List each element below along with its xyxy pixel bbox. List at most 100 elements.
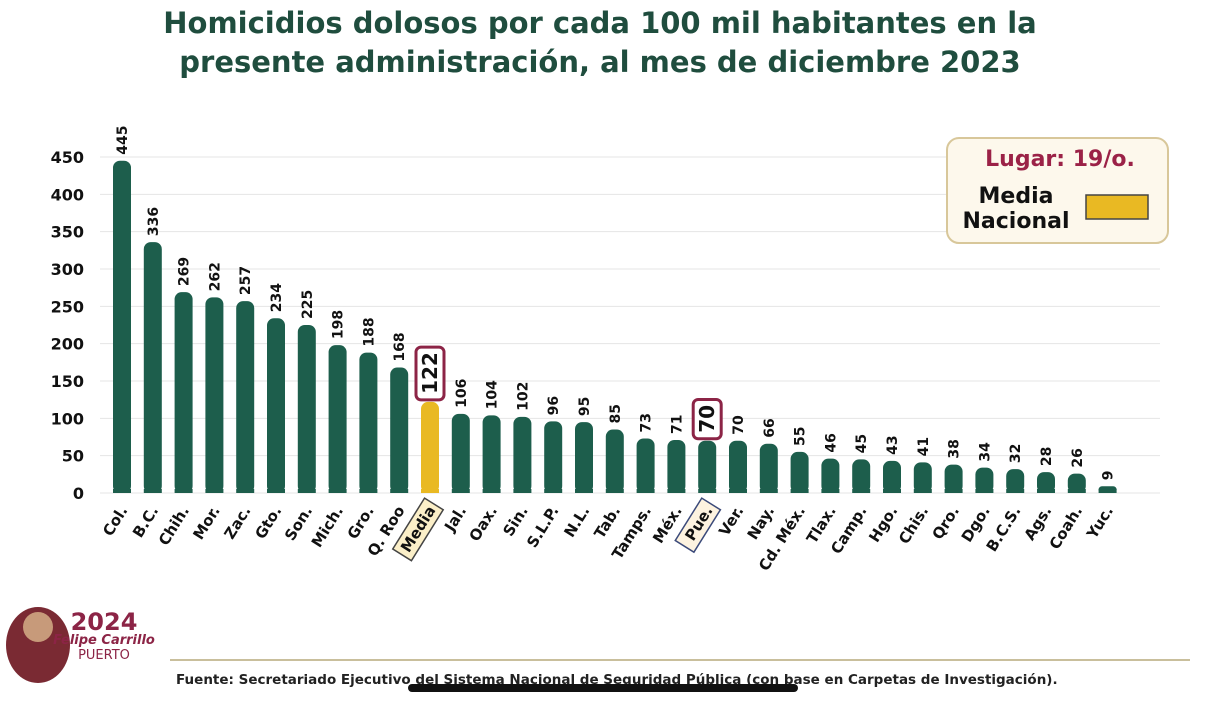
- value-highlight-box: [691, 398, 723, 441]
- value-label: 104: [485, 380, 501, 409]
- y-tick-label: 350: [51, 223, 84, 242]
- bar-cdmx: [790, 451, 809, 493]
- y-tick-label: 300: [51, 260, 84, 279]
- bar-base: [328, 489, 347, 493]
- x-tick-label: Mich.: [308, 503, 347, 551]
- x-tick-label-group: Pue.: [674, 497, 722, 554]
- value-label: 336: [146, 207, 162, 236]
- x-tick-label-group: Chis.: [895, 503, 932, 548]
- x-tick-label-group: Mor.: [189, 503, 223, 543]
- bar-base: [390, 489, 409, 493]
- value-label: 66: [762, 418, 778, 437]
- bar-qro: [944, 464, 963, 493]
- bar-base: [1037, 489, 1055, 493]
- bar-oax: [482, 415, 501, 493]
- bar-base: [482, 489, 501, 493]
- value-label: 168: [392, 332, 408, 361]
- bar-mich: [328, 345, 347, 493]
- legend-swatch-media: [1085, 194, 1149, 220]
- bar-camp: [852, 459, 871, 493]
- bar-pue: [698, 440, 717, 493]
- y-tick-label: 400: [51, 185, 84, 204]
- bar-base: [236, 489, 255, 493]
- value-label: 43: [885, 435, 901, 454]
- value-label: 269: [177, 257, 193, 286]
- value-label: 234: [269, 283, 285, 312]
- x-tick-label-group: Mich.: [308, 503, 347, 551]
- bar-base: [1067, 489, 1086, 493]
- y-tick-label: 200: [51, 335, 84, 354]
- x-tick-label-group: Yuc.: [1083, 503, 1117, 543]
- bar-base: [143, 489, 162, 493]
- bar-base: [698, 489, 717, 493]
- bar-base: [913, 489, 932, 493]
- bar-ags: [1037, 472, 1055, 493]
- value-label: 85: [608, 404, 624, 423]
- legend-label-2: Nacional: [962, 209, 1069, 234]
- value-label: 225: [300, 290, 316, 319]
- bar-tab: [605, 429, 624, 493]
- y-tick-label: 150: [51, 372, 84, 391]
- bar-coah: [1067, 473, 1086, 493]
- value-label: 41: [916, 437, 932, 456]
- x-tick-label-group: S.L.P.: [523, 503, 562, 551]
- x-tick-label: N.L.: [560, 503, 593, 541]
- bar-base: [729, 489, 747, 493]
- logo-name: Felipe Carrillo: [53, 633, 155, 648]
- bar-base: [883, 489, 901, 493]
- x-tick-label: Zac.: [220, 503, 254, 543]
- bar-base: [359, 489, 378, 493]
- bar-base: [1098, 489, 1117, 493]
- bar-base: [852, 489, 871, 493]
- value-label: 122: [418, 352, 442, 394]
- x-tick-label: Chis.: [895, 503, 932, 548]
- bar-mx: [667, 439, 686, 493]
- x-tick-label: Col.: [99, 503, 131, 540]
- bar-col: [113, 160, 131, 493]
- bar-base: [1006, 489, 1025, 493]
- logo-name-2: PUERTO: [78, 648, 130, 663]
- bar-zac: [236, 301, 255, 493]
- bar-base: [451, 489, 470, 493]
- y-tick-label: 250: [51, 297, 84, 316]
- value-label: 71: [669, 415, 685, 434]
- source-note: Fuente: Secretariado Ejecutivo del Siste…: [176, 672, 1058, 688]
- bar-hgo: [883, 460, 901, 493]
- x-tick-label-group: Chih.: [155, 503, 193, 549]
- value-label: 188: [361, 317, 377, 346]
- value-label: 45: [854, 434, 870, 453]
- x-tick-label: S.L.P.: [523, 503, 562, 551]
- bar-chis: [913, 462, 932, 493]
- x-tick-label: Gto.: [251, 503, 285, 543]
- x-tick-label: Chih.: [155, 503, 193, 549]
- value-highlight-box: [414, 345, 446, 402]
- value-label: 55: [793, 426, 809, 445]
- value-label: 257: [238, 266, 254, 295]
- bar-qroo: [390, 367, 409, 493]
- bar-base: [636, 489, 655, 493]
- bar-base: [174, 489, 193, 493]
- x-label-highlight: [674, 497, 722, 554]
- bar-base: [513, 489, 532, 493]
- value-label: 32: [1008, 444, 1024, 463]
- value-label: 26: [1070, 448, 1086, 467]
- x-tick-label-group: Oax.: [465, 503, 501, 545]
- bar-base: [605, 489, 624, 493]
- bar-base: [944, 489, 963, 493]
- value-label: 445: [115, 125, 131, 154]
- value-label: 102: [515, 382, 531, 411]
- value-label: 70: [695, 405, 719, 433]
- value-label: 38: [947, 439, 963, 458]
- bar-nay: [759, 443, 778, 493]
- chart-title-line-2: presente administración, al mes de dicie…: [179, 45, 1020, 79]
- x-tick-label-group: Jal.: [440, 503, 470, 536]
- bar-son: [297, 325, 316, 493]
- x-tick-label: Mor.: [189, 503, 223, 543]
- bar-base: [421, 489, 439, 493]
- y-tick-label: 450: [51, 148, 84, 167]
- legend-label-1: Media: [979, 184, 1054, 209]
- bar-base: [205, 489, 224, 493]
- bar-chih: [174, 292, 193, 493]
- bar-media: [421, 401, 439, 493]
